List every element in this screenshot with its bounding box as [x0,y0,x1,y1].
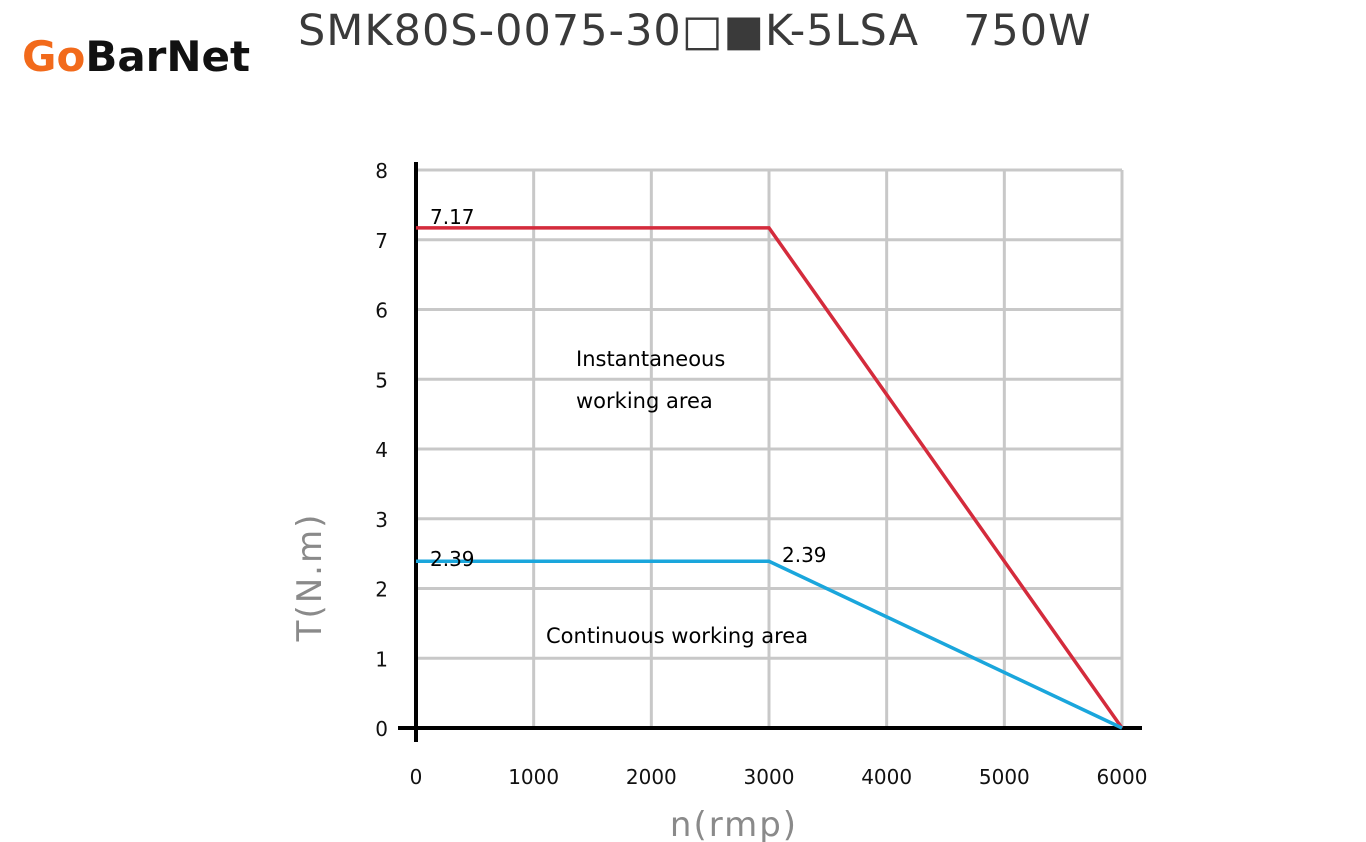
y-tick-label-5: 5 [375,368,388,392]
chart-axes [398,162,1142,742]
y-tick-label-6: 6 [375,299,388,323]
data-label-2-39-left: 2.39 [430,547,475,571]
y-tick-label-8: 8 [375,159,388,183]
x-tick-label-1000: 1000 [508,765,559,789]
annotation-instantaneous-line1: Instantaneous [576,347,725,371]
y-tick-label-2: 2 [375,578,388,602]
brand-logo: GoBarNet [22,36,250,78]
series-line-2 [416,559,1123,730]
y-tick-label-7: 7 [375,229,388,253]
y-axis-title: T(N.m) [290,513,330,643]
chart-title: SMK80S-0075-30□■K-5LSA 750W [298,6,1092,56]
logo-accent-text: Go [22,32,86,81]
annotation-continuous: Continuous working area [546,624,808,648]
chart-ticks: 0 1000 2000 3000 4000 5000 6000 0 1 2 3 4 5 6 7 8 [375,159,1147,789]
x-tick-label-0: 0 [410,765,423,789]
x-tick-label-6000: 6000 [1097,765,1148,789]
y-tick-label-1: 1 [375,647,388,671]
y-tick-label-3: 3 [375,508,388,532]
x-tick-label-2000: 2000 [626,765,677,789]
series-line-1 [416,226,1124,730]
data-label-7-17: 7.17 [430,205,475,229]
logo-rest-text: BarNet [85,32,251,81]
data-label-2-39-right: 2.39 [782,543,827,567]
x-tick-label-4000: 4000 [861,765,912,789]
y-tick-label-0: 0 [375,717,388,741]
x-axis-title: n(rmp) [670,805,798,842]
y-tick-label-4: 4 [375,438,388,462]
x-tick-label-3000: 3000 [744,765,795,789]
chart-series [416,226,1124,730]
annotation-instantaneous-line2: working area [576,389,713,413]
x-tick-label-5000: 5000 [979,765,1030,789]
